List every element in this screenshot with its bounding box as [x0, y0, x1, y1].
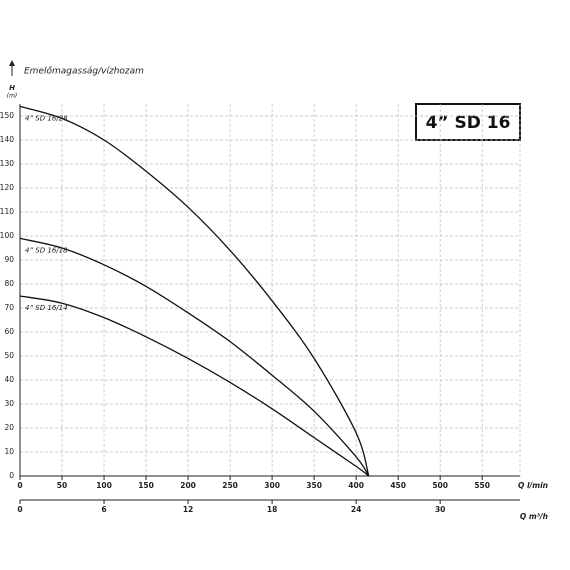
curve [19, 105, 370, 477]
x2-label: Q m³/h [520, 512, 548, 521]
x2-tick-label: 12 [183, 505, 193, 514]
y-tick-label: 60 [4, 327, 14, 336]
y-tick-label: 110 [0, 207, 14, 216]
x-tick-label: 50 [57, 481, 67, 490]
y-tick-label: 120 [0, 183, 14, 192]
header: Emelőmagasság/vízhozam [24, 67, 144, 77]
x2-tick-label: 0 [17, 505, 22, 514]
y-tick-label: 0 [9, 471, 14, 480]
y-tick-label: 140 [0, 135, 14, 144]
x-tick-label: 100 [96, 481, 112, 490]
y-tick-label: 30 [4, 399, 14, 408]
curve [19, 237, 370, 477]
y-tick-label: 50 [4, 351, 14, 360]
series-label: 4” SD 16/18 [25, 246, 68, 254]
x2-tick-label: 24 [351, 505, 361, 514]
x-tick-label: 450 [390, 481, 406, 490]
y-tick-label: 80 [4, 279, 14, 288]
x-tick-label: 250 [222, 481, 238, 490]
y-arrow-head [9, 60, 15, 66]
x-tick-label: 500 [432, 481, 448, 490]
x2-tick-label: 18 [267, 505, 277, 514]
series-label: 4” SD 16/28 [25, 114, 68, 122]
y-tick-label: 100 [0, 231, 14, 240]
x-tick-label: 150 [138, 481, 154, 490]
y-tick-label: 40 [4, 375, 14, 384]
y-tick-label: 70 [4, 303, 14, 312]
x-tick-label: 550 [474, 481, 490, 490]
x2-tick-label: 30 [435, 505, 445, 514]
x-tick-label: 300 [264, 481, 280, 490]
y-tick-label: 90 [4, 255, 14, 264]
y-label: H [9, 84, 15, 92]
y-tick-label: 10 [4, 447, 14, 456]
y-tick-label: 150 [0, 111, 14, 120]
chart-title: 4” SD 16 [426, 113, 511, 133]
y-tick-label: 20 [4, 423, 14, 432]
x-tick-label: 400 [348, 481, 364, 490]
y-unit: (m) [7, 93, 18, 100]
x-tick-label: 0 [17, 481, 22, 490]
x-tick-label: 200 [180, 481, 196, 490]
x-tick-label: 350 [306, 481, 322, 490]
series-label: 4” SD 16/14 [25, 304, 68, 312]
curve [19, 295, 370, 477]
y-tick-label: 130 [0, 159, 14, 168]
x-label: Q l/min [518, 481, 548, 490]
x2-tick-label: 6 [101, 505, 106, 514]
